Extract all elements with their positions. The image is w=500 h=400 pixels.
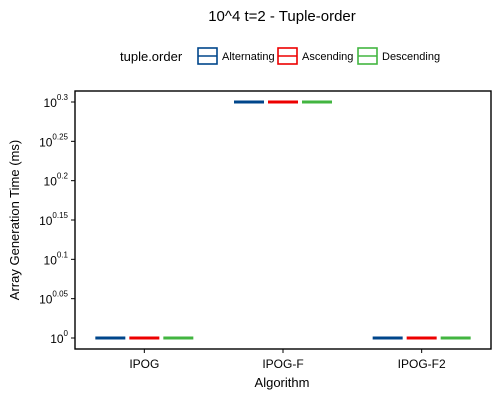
- x-tick-label: IPOG-F: [262, 357, 303, 371]
- legend: tuple.order Alternating Ascending Descendi…: [120, 47, 440, 65]
- y-tick-label: 100.3: [44, 93, 69, 110]
- y-axis: 100.3 100.25 100.2 100.15 100.1 100.05 100: [39, 93, 75, 346]
- legend-label: Ascending: [302, 51, 353, 63]
- chart-title: 10^4 t=2 - Tuple-order: [208, 8, 356, 25]
- legend-label: Descending: [382, 51, 440, 63]
- plot-panel: [74, 90, 492, 350]
- x-axis: IPOG IPOG-F IPOG-F2: [129, 349, 446, 371]
- x-axis-label: Algorithm: [255, 375, 310, 390]
- legend-label: Alternating: [222, 51, 275, 63]
- legend-title: tuple.order: [120, 49, 183, 64]
- legend-item-alternating: Alternating: [197, 47, 275, 65]
- x-tick-label: IPOG-F2: [398, 357, 446, 371]
- data-marks: [95, 100, 471, 340]
- y-tick-label: 100.15: [39, 211, 68, 228]
- y-tick-label: 100.05: [39, 290, 68, 307]
- legend-item-descending: Descending: [357, 47, 440, 65]
- y-tick-label: 100: [50, 329, 68, 346]
- y-tick-label: 100.1: [44, 250, 69, 267]
- y-axis-label: Array Generation Time (ms): [7, 140, 22, 300]
- x-tick-label: IPOG: [129, 357, 159, 371]
- y-tick-label: 100.2: [44, 172, 69, 189]
- y-tick-label: 100.25: [39, 132, 68, 149]
- legend-item-ascending: Ascending: [277, 47, 353, 65]
